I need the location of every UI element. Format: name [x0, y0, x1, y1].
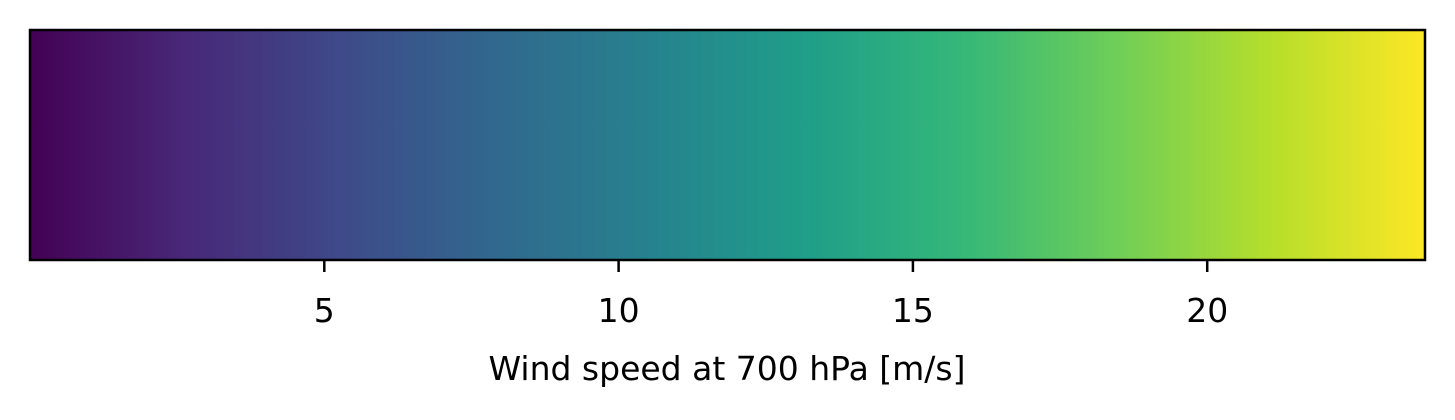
x-tick-label: 10 — [598, 291, 640, 330]
x-axis-ticks: 5 10 15 20 — [314, 260, 1228, 330]
x-tick-label: 20 — [1186, 291, 1228, 330]
x-tick-label: 15 — [892, 291, 934, 330]
x-axis-label: Wind speed at 700 hPa [m/s] — [489, 349, 966, 388]
x-tick-label: 5 — [314, 291, 335, 330]
colorbar-gradient — [30, 30, 1425, 260]
colorbar-frame — [28, 28, 1427, 262]
